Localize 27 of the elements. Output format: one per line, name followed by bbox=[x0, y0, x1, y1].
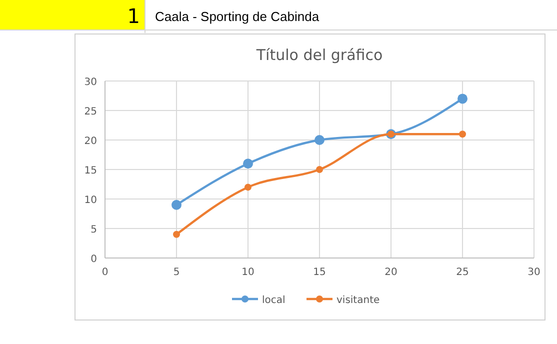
x-tick-label: 5 bbox=[173, 267, 180, 278]
point bbox=[458, 94, 468, 104]
x-tick-label: 30 bbox=[528, 267, 540, 278]
y-tick-label: 0 bbox=[90, 254, 97, 265]
text: Caala - Sporting de Cabinda bbox=[155, 9, 320, 24]
legend-label: local bbox=[262, 295, 286, 306]
y-tick-label: 20 bbox=[84, 136, 97, 147]
point bbox=[316, 166, 323, 173]
x-tick-label: 15 bbox=[313, 267, 326, 278]
point bbox=[244, 184, 252, 191]
x-tick-label: 25 bbox=[456, 267, 469, 278]
legend-label: visitante bbox=[336, 295, 380, 306]
x-tick-label: 20 bbox=[384, 267, 398, 278]
text: 1 bbox=[127, 4, 140, 28]
point bbox=[172, 200, 182, 210]
point bbox=[459, 130, 466, 138]
point bbox=[243, 158, 253, 169]
y-tick-label: 5 bbox=[90, 224, 97, 236]
x-tick-label: 10 bbox=[242, 267, 254, 278]
y-tick-label: 10 bbox=[84, 195, 97, 206]
point bbox=[314, 135, 324, 145]
y-tick-label: 15 bbox=[84, 166, 97, 176]
x-tick-label: 0 bbox=[102, 267, 108, 278]
y-tick-label: 30 bbox=[84, 77, 97, 88]
y-tick-label: 25 bbox=[84, 106, 97, 118]
point bbox=[173, 230, 180, 238]
chart-title: Título del gráfico bbox=[255, 46, 383, 64]
